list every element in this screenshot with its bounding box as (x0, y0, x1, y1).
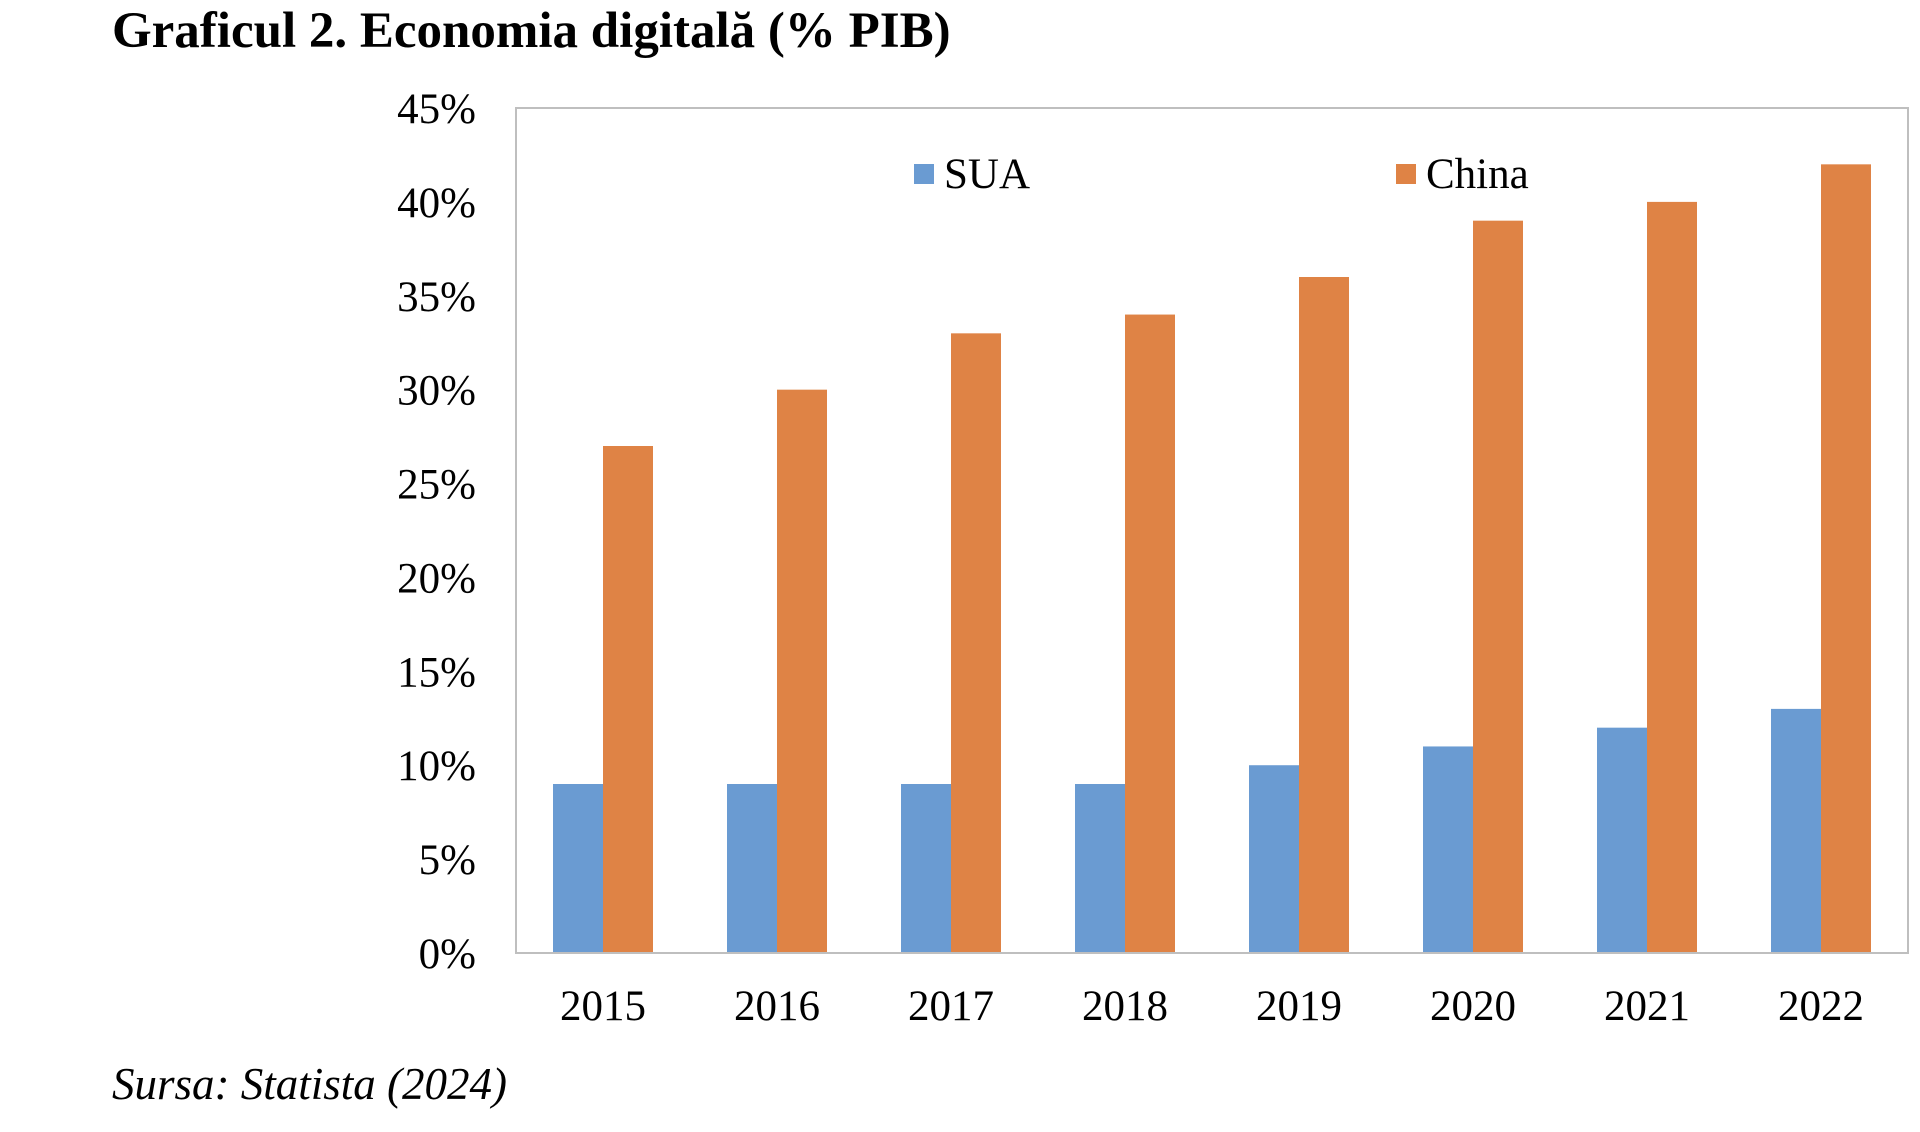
bar-china-2021 (1647, 201, 1697, 953)
y-tick-label: 0% (419, 931, 476, 978)
legend-swatch-china (1396, 164, 1416, 184)
x-tick-label: 2018 (1082, 983, 1168, 1030)
bar-sua-2019 (1249, 765, 1299, 953)
bar-sua-2022 (1771, 708, 1821, 953)
bar-sua-2021 (1597, 727, 1647, 953)
chart-title: Graficul 2. Economia digitală (% PIB) (112, 3, 951, 59)
plot-frame (515, 107, 1909, 954)
y-tick-label: 10% (397, 743, 476, 790)
legend-swatch-sua (914, 164, 934, 184)
bar-china-2015 (603, 446, 653, 953)
y-tick-label: 25% (397, 462, 476, 509)
x-tick-label: 2021 (1604, 983, 1690, 1030)
bar-china-2019 (1299, 277, 1349, 953)
x-tick-label: 2016 (734, 983, 820, 1030)
bar-china-2020 (1473, 220, 1523, 953)
y-tick-label: 35% (397, 274, 476, 321)
bar-china-2018 (1125, 314, 1175, 953)
x-tick-label: 2020 (1430, 983, 1516, 1030)
y-tick-label: 30% (397, 368, 476, 415)
bar-china-2017 (951, 333, 1001, 953)
y-tick-label: 20% (397, 555, 476, 602)
bar-china-2016 (777, 389, 827, 954)
source-note: Sursa: Statista (2024) (112, 1059, 508, 1109)
y-tick-label: 45% (397, 86, 476, 133)
y-tick-label: 40% (397, 180, 476, 227)
legend-label-china: China (1426, 151, 1529, 198)
legend-label-sua: SUA (944, 151, 1030, 198)
y-tick-label: 15% (397, 649, 476, 696)
bar-sua-2015 (553, 784, 603, 953)
bar-sua-2017 (901, 784, 951, 953)
y-tick-label: 5% (419, 837, 476, 884)
bar-china-2022 (1821, 164, 1871, 954)
x-tick-label: 2017 (908, 983, 994, 1030)
bar-sua-2018 (1075, 784, 1125, 953)
bar-sua-2016 (727, 784, 777, 953)
x-tick-label: 2022 (1778, 983, 1864, 1030)
x-tick-label: 2015 (560, 983, 646, 1030)
x-tick-label: 2019 (1256, 983, 1342, 1030)
bar-sua-2020 (1423, 746, 1473, 953)
